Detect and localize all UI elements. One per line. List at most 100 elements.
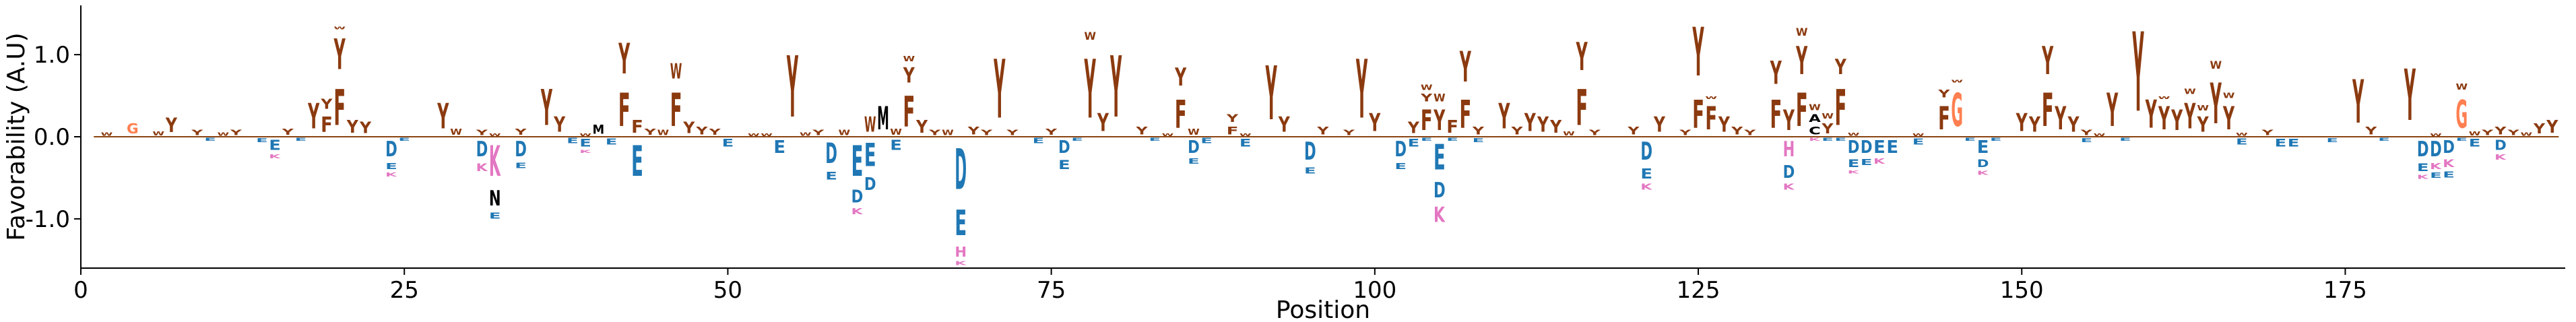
- logo-glyph-e: E: [890, 137, 902, 154]
- logo-glyph-e: E: [1886, 137, 1898, 158]
- y-tick-label: 0.0: [34, 124, 70, 151]
- logo-glyph-h: H: [1783, 137, 1795, 162]
- logo-glyph-y: Y: [1653, 112, 1666, 137]
- logo-glyph-c: C: [1809, 125, 1821, 137]
- logo-glyph-y: Y: [1097, 109, 1109, 137]
- y-axis-label: Favorability (A.U): [3, 32, 30, 240]
- logo-glyph-y: Y: [1110, 40, 1122, 137]
- logo-glyph-f: F: [1835, 79, 1847, 137]
- logo-glyph-d: D: [1188, 137, 1200, 158]
- logo-glyph-e: E: [1304, 166, 1316, 176]
- logo-glyph-e: E: [1912, 137, 1925, 147]
- logo-glyph-w: W: [1563, 131, 1575, 137]
- logo-glyph-y: Y: [2016, 109, 2028, 137]
- logo-glyph-y: Y: [994, 44, 1006, 137]
- logo-glyph-e: E: [2236, 137, 2248, 147]
- logo-glyph-w: W: [489, 133, 501, 137]
- x-tick-label: 125: [1677, 277, 1720, 304]
- logo-glyph-w: W: [761, 133, 773, 137]
- logo-glyph-k: K: [489, 138, 501, 187]
- logo-glyph-w: W: [2094, 133, 2106, 137]
- logo-glyph-y: Y: [1343, 129, 1355, 137]
- logo-glyph-k: K: [579, 149, 591, 154]
- logo-glyph-f: F: [1446, 117, 1458, 137]
- logo-glyph-e: E: [1473, 137, 1485, 143]
- logo-glyph-y: Y: [1821, 121, 1834, 137]
- logo-glyph-f: F: [903, 89, 915, 137]
- logo-glyph-k: K: [1809, 137, 1821, 141]
- logo-glyph-y: Y: [2184, 96, 2196, 137]
- logo-glyph-y: Y: [1498, 96, 1510, 137]
- logo-glyph-h: H: [955, 244, 967, 260]
- logo-glyph-w: W: [2158, 96, 2170, 100]
- logo-glyph-e: E: [825, 170, 837, 182]
- logo-glyph-d: D: [825, 137, 837, 170]
- logo-glyph-y: Y: [437, 96, 449, 137]
- logo-glyph-e: E: [955, 203, 967, 244]
- logo-glyph-y: Y: [2533, 121, 2546, 137]
- logo-glyph-k: K: [1873, 158, 1886, 166]
- logo-glyph-e: E: [1188, 158, 1200, 166]
- logo-glyph-y: Y: [2546, 117, 2558, 137]
- logo-glyph-d: D: [1848, 137, 1860, 158]
- y-tick-label: 1.0: [34, 42, 70, 69]
- logo-glyph-e: E: [1434, 137, 1446, 178]
- logo-glyph-e: E: [1848, 158, 1860, 170]
- logo-glyph-e: E: [1200, 137, 1213, 145]
- logo-glyph-w: W: [152, 131, 164, 137]
- logo-glyph-f: F: [2042, 84, 2054, 137]
- logo-glyph-g: G: [2456, 93, 2468, 137]
- logo-glyph-y: Y: [1368, 109, 1380, 137]
- logo-glyph-e: E: [631, 138, 643, 187]
- logo-glyph-y: Y: [2364, 124, 2377, 137]
- logo-glyph-y: Y: [230, 129, 243, 137]
- logo-glyph-e: E: [1640, 166, 1652, 183]
- logo-glyph-y: Y: [1174, 64, 1186, 92]
- x-axis-label: Position: [1276, 296, 1370, 322]
- x-ticks: 0 25 50 75 100 125 150 175: [73, 268, 2367, 304]
- logo-glyph-y: Y: [2481, 129, 2494, 137]
- logo-glyph-y: Y: [812, 129, 825, 137]
- logo-glyph-w: W: [2223, 92, 2235, 100]
- axes-layer: 1.00.0-1.0 0 25 50 75 100 125 150 175 Position …: [3, 5, 2565, 322]
- logo-glyph-w: W: [748, 133, 760, 137]
- logo-glyph-d: D: [1783, 162, 1795, 183]
- logo-glyph-e: E: [1033, 137, 1045, 145]
- logo-glyph-y: Y: [1407, 119, 1420, 137]
- logo-glyph-e: E: [1964, 137, 1976, 141]
- logo-glyph-k: K: [269, 154, 281, 160]
- x-tick-label: 150: [2000, 277, 2044, 304]
- logo-glyph-e: E: [2288, 137, 2300, 150]
- logo-glyph-w: W: [1848, 132, 1860, 137]
- logo-glyph-f: F: [670, 84, 682, 137]
- logo-glyph-y: Y: [308, 96, 320, 137]
- logo-glyph-f: F: [1227, 125, 1239, 137]
- logo-glyph-w: W: [890, 128, 902, 137]
- logo-glyph-w: W: [903, 55, 915, 63]
- logo-glyph-e: E: [1990, 137, 2002, 141]
- logo-glyph-w: W: [2469, 131, 2481, 137]
- logo-glyph-e: E: [489, 211, 501, 221]
- logo-glyph-e: E: [2119, 137, 2131, 141]
- logo-glyph-e: E: [567, 137, 579, 145]
- logo-glyph-y: Y: [1770, 55, 1782, 92]
- logo-glyph-e: E: [256, 137, 268, 143]
- logo-glyph-k: K: [2430, 162, 2442, 172]
- logo-glyph-y: Y: [1537, 112, 1549, 137]
- logo-glyph-y: Y: [2055, 100, 2067, 137]
- logo-glyph-e: E: [1239, 137, 1252, 150]
- logo-glyph-e: E: [385, 161, 397, 171]
- logo-glyph-y: Y: [2507, 129, 2519, 137]
- logo-glyph-d: D: [1861, 137, 1873, 158]
- logo-glyph-e: E: [204, 137, 216, 141]
- logo-glyph-y: Y: [1278, 112, 1291, 137]
- logo-glyph-y: Y: [1627, 124, 1640, 137]
- logo-glyph-e: E: [1835, 137, 1847, 141]
- logo-glyph-w: W: [1705, 96, 1717, 100]
- logo-glyph-k: K: [1783, 183, 1795, 192]
- logo-glyph-g: G: [1951, 83, 1963, 137]
- logo-glyph-y: Y: [1549, 117, 1562, 137]
- logo-glyph-y: Y: [1834, 55, 1847, 79]
- logo-glyph-y: Y: [1434, 104, 1446, 137]
- logo-glyph-d: D: [2443, 137, 2455, 158]
